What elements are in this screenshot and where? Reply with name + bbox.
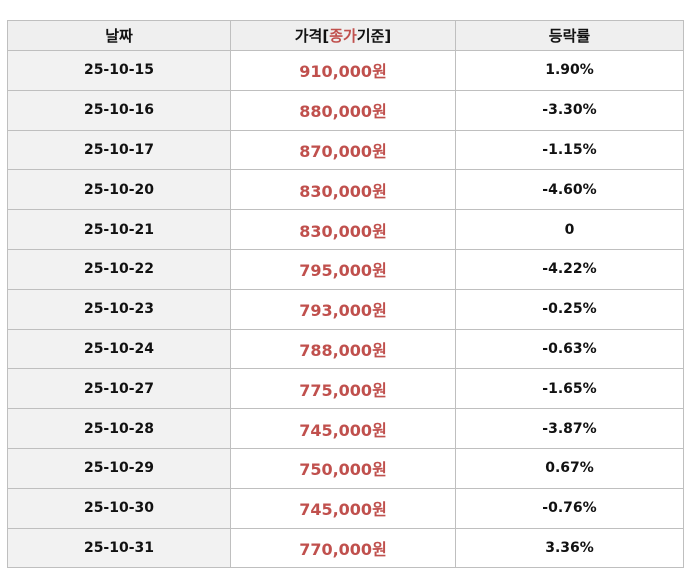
- change-cell: -3.30%: [455, 89, 684, 131]
- price-cell: 910,000원: [230, 50, 456, 91]
- table-row: 25-10-31 770,000원 3.36%: [7, 527, 684, 569]
- table-row: 25-10-29 750,000원 0.67%: [7, 447, 684, 489]
- change-cell: -1.15%: [455, 129, 684, 171]
- date-cell: 25-10-20: [7, 169, 231, 211]
- table-row: 25-10-15 910,000원 1.90%: [7, 50, 684, 91]
- change-cell: 0: [455, 209, 684, 250]
- header-row: 날짜 가격[종가기준] 등락률: [7, 20, 684, 51]
- header-price-highlight: 종가: [329, 27, 357, 45]
- change-cell: 1.90%: [455, 50, 684, 91]
- date-cell: 25-10-15: [7, 50, 231, 91]
- table-row: 25-10-28 745,000원 -3.87%: [7, 408, 684, 449]
- change-cell: -4.22%: [455, 248, 684, 290]
- price-cell: 788,000원: [230, 328, 456, 370]
- table-row: 25-10-21 830,000원 0: [7, 209, 684, 250]
- date-cell: 25-10-21: [7, 209, 231, 250]
- price-cell: 830,000원: [230, 209, 456, 250]
- date-cell: 25-10-28: [7, 408, 231, 449]
- price-cell: 795,000원: [230, 248, 456, 290]
- header-date: 날짜: [7, 20, 231, 51]
- table-row: 25-10-24 788,000원 -0.63%: [7, 328, 684, 370]
- change-cell: -1.65%: [455, 368, 684, 410]
- date-cell: 25-10-29: [7, 447, 231, 489]
- price-cell: 870,000원: [230, 129, 456, 171]
- price-cell: 830,000원: [230, 169, 456, 211]
- price-cell: 880,000원: [230, 89, 456, 131]
- date-cell: 25-10-16: [7, 89, 231, 131]
- date-cell: 25-10-17: [7, 129, 231, 171]
- change-cell: -3.87%: [455, 408, 684, 449]
- change-cell: -0.25%: [455, 288, 684, 330]
- price-cell: 775,000원: [230, 368, 456, 410]
- header-price: 가격[종가기준]: [230, 20, 456, 51]
- price-cell: 770,000원: [230, 527, 456, 569]
- date-cell: 25-10-30: [7, 487, 231, 529]
- date-cell: 25-10-31: [7, 527, 231, 569]
- date-cell: 25-10-22: [7, 248, 231, 290]
- price-cell: 745,000원: [230, 487, 456, 529]
- price-cell: 793,000원: [230, 288, 456, 330]
- header-price-prefix: 가격[: [294, 27, 330, 45]
- change-cell: -4.60%: [455, 169, 684, 211]
- table-row: 25-10-17 870,000원 -1.15%: [7, 129, 684, 171]
- change-cell: -0.63%: [455, 328, 684, 370]
- change-cell: 3.36%: [455, 527, 684, 569]
- change-cell: 0.67%: [455, 447, 684, 489]
- date-cell: 25-10-24: [7, 328, 231, 370]
- table-row: 25-10-22 795,000원 -4.22%: [7, 248, 684, 290]
- price-cell: 745,000원: [230, 408, 456, 449]
- price-table: 날짜 가격[종가기준] 등락률 25-10-15 910,000원 1.90% 25-…: [7, 20, 684, 569]
- change-cell: -0.76%: [455, 487, 684, 529]
- header-change: 등락률: [455, 20, 684, 51]
- date-cell: 25-10-23: [7, 288, 231, 330]
- date-cell: 25-10-27: [7, 368, 231, 410]
- header-price-suffix: 기준]: [356, 27, 392, 45]
- table-row: 25-10-16 880,000원 -3.30%: [7, 89, 684, 131]
- table-row: 25-10-20 830,000원 -4.60%: [7, 169, 684, 211]
- table-row: 25-10-30 745,000원 -0.76%: [7, 487, 684, 529]
- table-row: 25-10-23 793,000원 -0.25%: [7, 288, 684, 330]
- table-row: 25-10-27 775,000원 -1.65%: [7, 368, 684, 410]
- price-cell: 750,000원: [230, 447, 456, 489]
